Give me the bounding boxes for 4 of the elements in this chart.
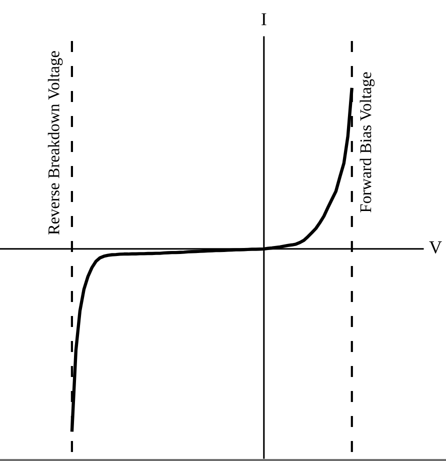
text: Reverse Breakdown Voltage [48,51,63,235]
y-axis-title: I [262,13,266,26]
x-axis-title: V [429,241,442,254]
text: Forward Bias Voltage [360,72,375,212]
